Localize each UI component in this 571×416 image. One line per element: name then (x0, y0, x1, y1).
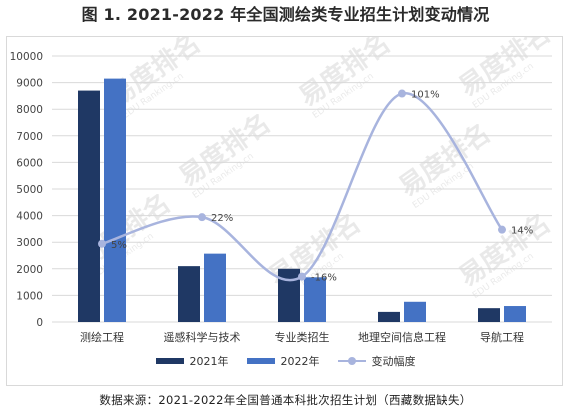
x-tick-label: 导航工程 (480, 330, 524, 344)
change-data-label: 5% (111, 240, 127, 251)
change-line (101, 92, 504, 282)
y-tick-label: 7000 (16, 131, 43, 143)
chart-title: 图 1. 2021-2022 年全国测绘类专业招生计划变动情况 (81, 5, 490, 24)
y-tick-label: 1000 (16, 290, 43, 302)
bar-2021 (178, 266, 200, 322)
legend-label-change: 变动幅度 (371, 355, 416, 368)
change-point (498, 225, 506, 234)
svg-text:易度排名: 易度排名 (293, 37, 396, 113)
change-data-label: -16% (311, 273, 337, 284)
change-point (98, 239, 106, 248)
legend-swatch-2021 (155, 358, 184, 364)
y-tick-label: 10000 (10, 51, 43, 63)
legend-label-2022: 2022年 (280, 355, 320, 368)
x-tick-label: 测绘工程 (80, 330, 124, 344)
change-point (198, 213, 206, 222)
y-tick-label: 3000 (16, 237, 43, 249)
y-tick-label: 4000 (16, 211, 43, 223)
legend-item-2022: 2022年 (246, 353, 320, 369)
x-tick-label: 专业类招生 (275, 330, 330, 344)
legend-swatch-2022 (246, 358, 275, 364)
y-tick-label: 0 (36, 317, 43, 329)
data-source-note: 数据来源：2021-2022年全国普通本科批次招生计划（西藏数据缺失） (99, 393, 472, 407)
change-point (398, 89, 406, 98)
chart-legend: 2021年 2022年 变动幅度 (0, 352, 571, 370)
legend-label-2021: 2021年 (189, 355, 229, 368)
bar-2021 (378, 311, 400, 322)
bar-2022 (104, 78, 126, 322)
legend-item-change: 变动幅度 (337, 353, 416, 369)
bar-2022 (404, 301, 426, 322)
bar-2021 (278, 268, 300, 322)
x-tick-label: 地理空间信息工程 (358, 330, 446, 344)
bar-2021 (78, 90, 100, 322)
svg-text:易度排名: 易度排名 (453, 37, 556, 103)
x-tick-label: 遥感科学与技术 (164, 330, 241, 344)
bar-2022 (504, 306, 526, 322)
y-tick-label: 6000 (16, 157, 43, 169)
y-tick-label: 9000 (16, 78, 43, 90)
change-point (298, 272, 306, 281)
change-data-label: 14% (511, 226, 533, 237)
bar-2021 (478, 308, 500, 322)
change-data-label: 22% (211, 213, 233, 224)
bar-2022 (304, 277, 326, 322)
bar-2022 (204, 253, 226, 322)
y-tick-label: 8000 (16, 104, 43, 116)
y-tick-label: 5000 (16, 184, 43, 196)
legend-swatch-change (337, 356, 366, 366)
y-tick-label: 2000 (16, 264, 43, 276)
legend-item-2021: 2021年 (155, 353, 229, 369)
chart-frame: 易度排名 EDU Ranking.cn 易度排名 EDU Ranking.cn 易度排名… (6, 36, 563, 386)
change-data-label: 101% (411, 90, 440, 101)
